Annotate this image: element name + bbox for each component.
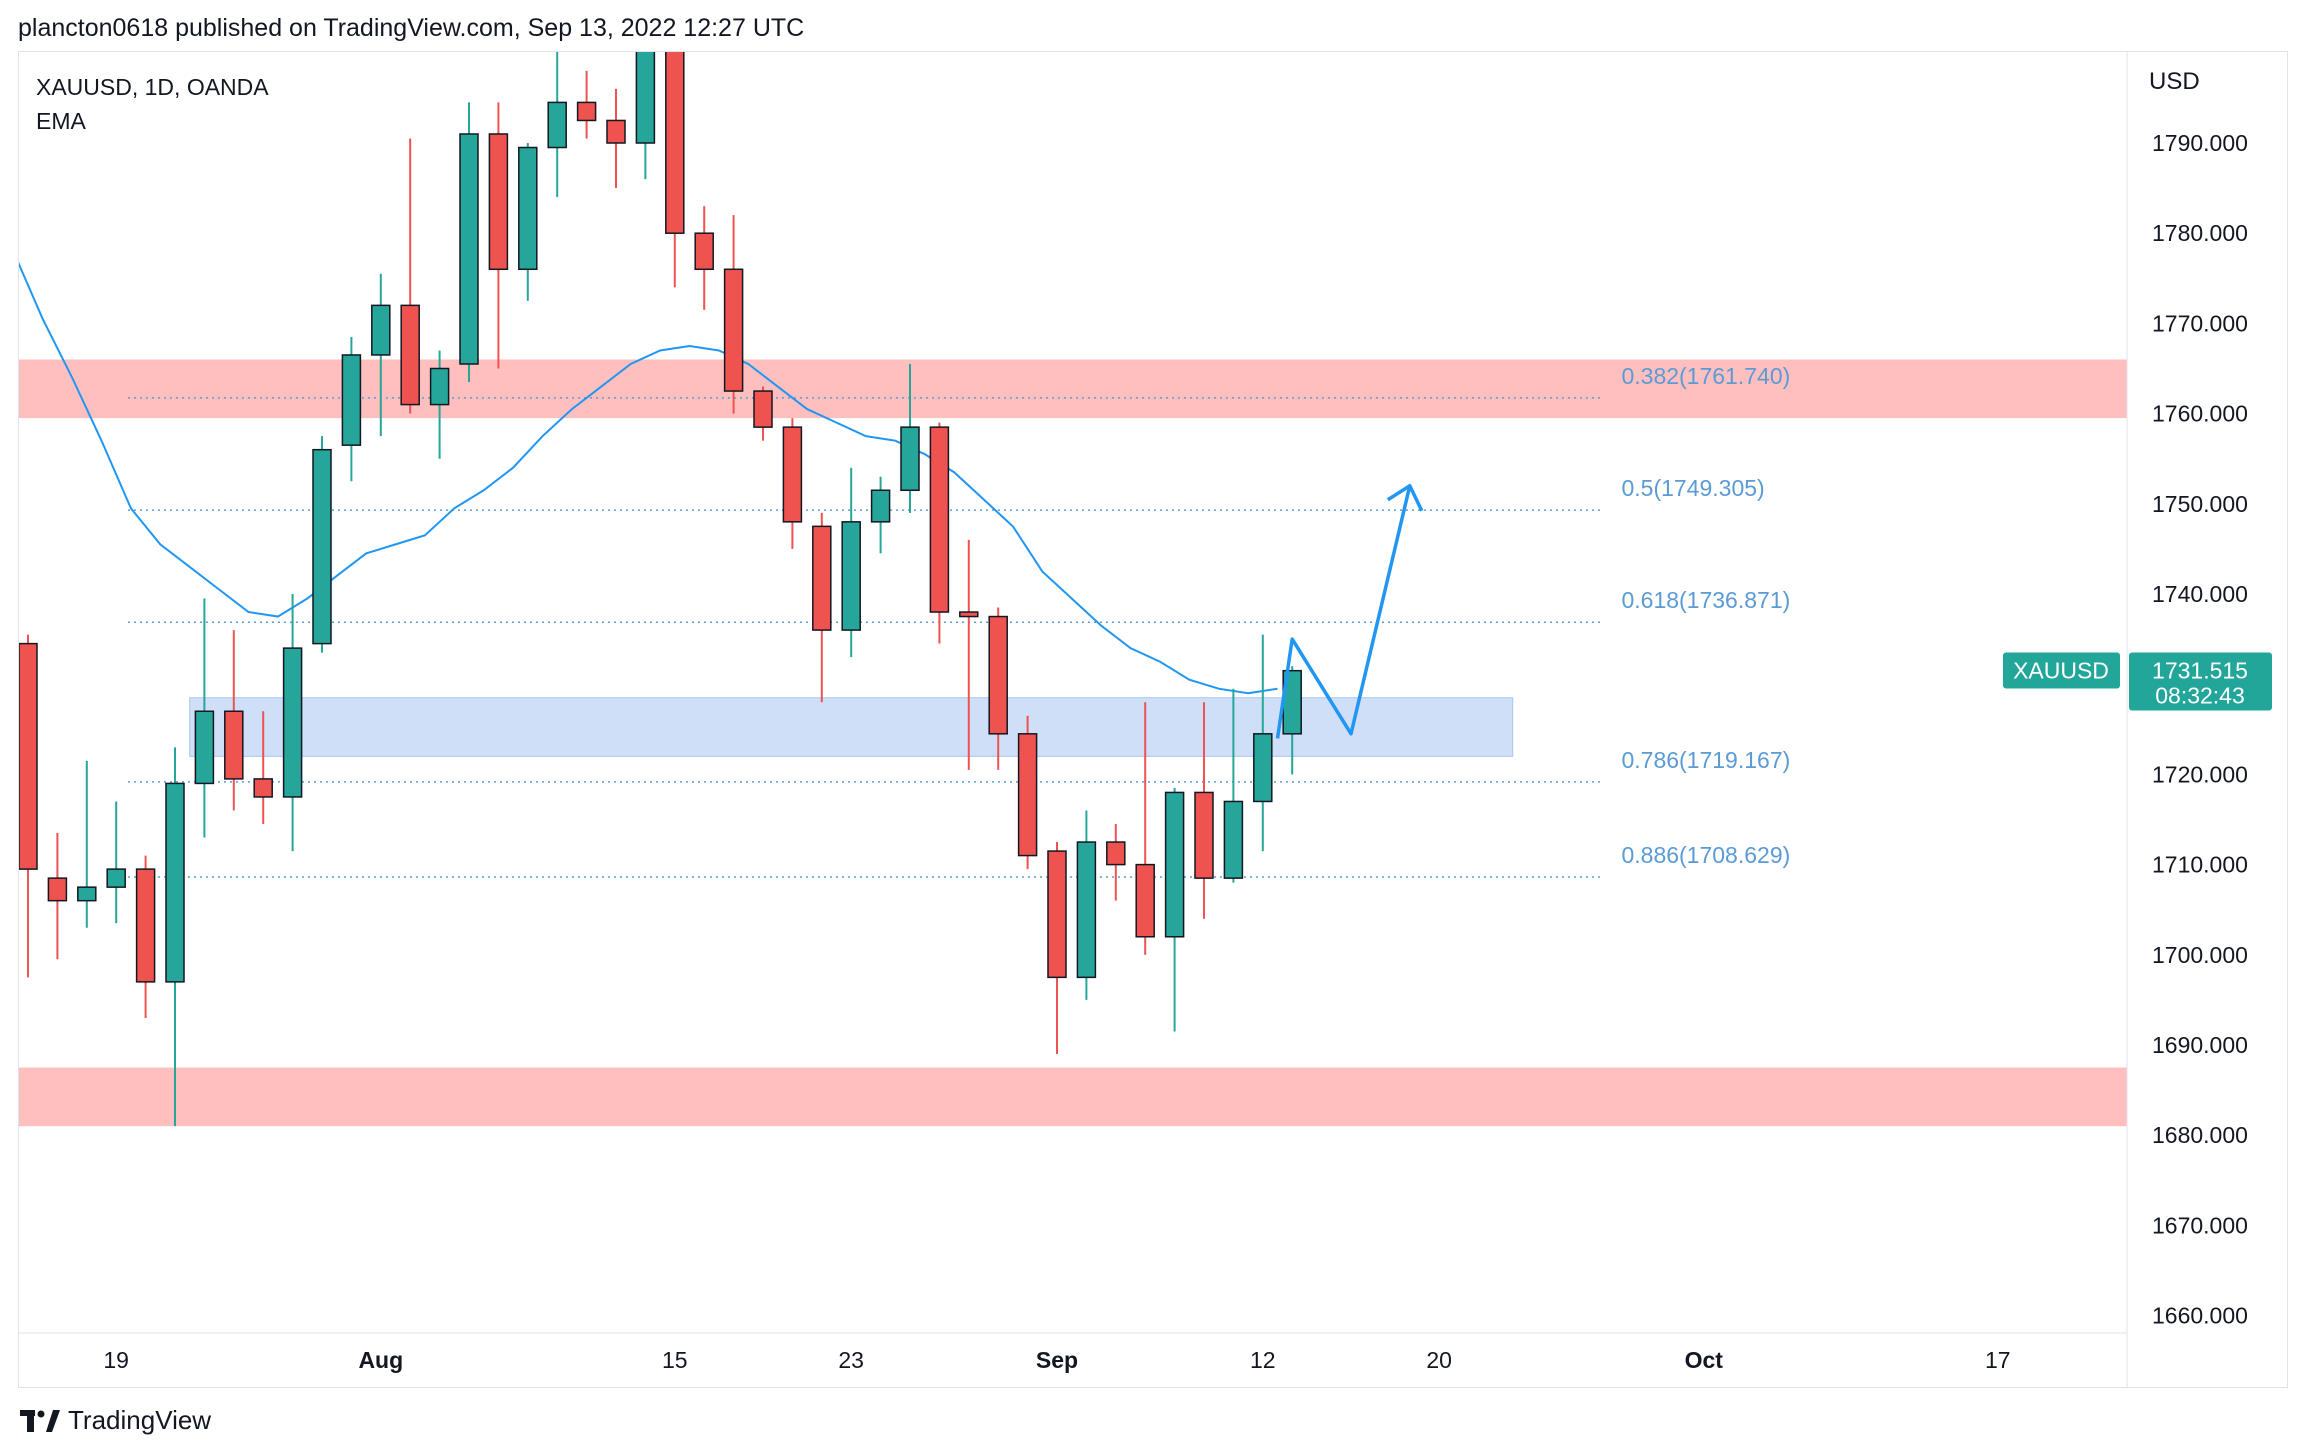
symbol-line: XAUUSD, 1D, OANDA	[36, 74, 269, 100]
y-tick-label: 1790.000	[2152, 130, 2248, 156]
candles-layer	[19, 52, 1302, 1127]
candle-body	[723, 268, 744, 392]
candle-body	[1047, 850, 1067, 979]
y-tick-label: 1750.000	[2152, 491, 2248, 517]
x-tick-label: 23	[838, 1347, 864, 1373]
candle-body	[1135, 863, 1155, 938]
candle-body	[253, 778, 273, 798]
candle-body	[19, 642, 38, 870]
y-tick-label: 1710.000	[2152, 852, 2248, 878]
candle-body	[106, 868, 126, 888]
y-tick-label: 1680.000	[2152, 1122, 2248, 1148]
ema-line	[19, 261, 1278, 695]
candle-body	[665, 52, 685, 234]
candle-body	[870, 489, 891, 523]
published-header: plancton0618 published on TradingView.co…	[18, 14, 805, 42]
price-tag	[2129, 652, 2272, 711]
bar-countdown: 08:32:43	[2155, 683, 2245, 709]
brand-name: TradingView	[68, 1405, 212, 1435]
x-tick-label: Sep	[1036, 1347, 1078, 1373]
projection-arrowhead	[1386, 484, 1424, 512]
x-tick-label: 20	[1426, 1347, 1452, 1373]
y-tick-label: 1690.000	[2152, 1032, 2248, 1058]
candle-body	[988, 615, 1008, 735]
fib-level-label: 0.786(1719.167)	[1621, 747, 1790, 773]
candle-body	[606, 119, 626, 144]
currency-label: USD	[2149, 68, 2200, 95]
x-tick-label: Aug	[358, 1347, 403, 1373]
chart-frame[interactable]	[18, 51, 2288, 1388]
red-zone	[19, 359, 2127, 419]
y-tick-label: 1720.000	[2152, 761, 2248, 787]
y-tick-label: 1660.000	[2152, 1303, 2248, 1329]
candle-body	[518, 146, 538, 271]
candle-body	[753, 390, 773, 428]
y-tick-label: 1700.000	[2152, 942, 2248, 968]
candle-body	[1223, 800, 1244, 879]
candle-body	[77, 886, 97, 902]
candle-body	[165, 782, 185, 983]
chart-legend: XAUUSD, 1D, OANDA EMA	[36, 70, 269, 138]
candle-body	[341, 354, 362, 446]
candle-body	[1076, 841, 1097, 979]
axis-layer: USD 1790.000 1780.000 1770.000 1760.000 1750.…	[19, 52, 2272, 1387]
symbol-tag-label: XAUUSD	[2013, 658, 2109, 684]
y-tick-label: 1760.000	[2152, 401, 2248, 427]
candle-body	[782, 426, 803, 523]
candle-body	[547, 101, 567, 149]
x-tick-label: 17	[1985, 1347, 2011, 1373]
candle-body	[47, 877, 68, 902]
x-tick-label: 19	[103, 1347, 129, 1373]
fib-level-label: 0.618(1736.871)	[1621, 587, 1790, 613]
y-tick-label: 1770.000	[2152, 310, 2248, 336]
zones-layer	[19, 359, 2127, 1127]
fib-level-label: 0.382(1761.740)	[1621, 363, 1790, 389]
candle-body	[959, 611, 979, 618]
x-tick-label: Oct	[1685, 1347, 1724, 1373]
candle-body	[1194, 791, 1214, 879]
indicator-label: EMA	[36, 108, 86, 134]
candle-body	[1017, 733, 1038, 857]
y-tick-label: 1780.000	[2152, 220, 2248, 246]
candle-body	[488, 133, 509, 271]
y-tick-label: 1740.000	[2152, 581, 2248, 607]
candle-body	[694, 232, 714, 271]
x-tick-label: 12	[1250, 1347, 1276, 1373]
candle-body	[194, 710, 215, 785]
candle-body	[135, 868, 156, 983]
candle-body	[1164, 791, 1185, 938]
candle-body	[1106, 841, 1126, 866]
candle-body	[224, 710, 244, 780]
candle-body	[429, 367, 450, 406]
current-price-value: 1731.515	[2152, 658, 2248, 684]
candle-body	[812, 525, 832, 631]
symbol-tag	[2003, 652, 2120, 689]
candle-body	[400, 304, 420, 406]
candle-body	[459, 133, 479, 365]
blue-zone	[189, 697, 1514, 757]
red-zone	[19, 1067, 2127, 1127]
candle-body	[312, 448, 332, 645]
fib-layer: 0.382(1761.740) 0.5(1749.305) 0.618(1736.8…	[127, 363, 1790, 878]
candle-body	[929, 426, 950, 613]
projection-layer	[1275, 484, 1424, 739]
candle-body	[576, 101, 597, 122]
ema-layer	[19, 261, 1278, 695]
candle-body	[282, 647, 303, 798]
fib-level-label: 0.886(1708.629)	[1621, 842, 1790, 868]
candle-body	[841, 521, 861, 631]
candle-body	[900, 426, 920, 492]
x-tick-label: 15	[662, 1347, 688, 1373]
footer-brand[interactable]: TradingView	[20, 1405, 211, 1436]
y-tick-label: 1670.000	[2152, 1212, 2248, 1238]
tradingview-logo-icon	[20, 1409, 60, 1432]
fib-level-label: 0.5(1749.305)	[1621, 475, 1764, 501]
projection-path	[1275, 485, 1412, 739]
candle-body	[635, 52, 656, 144]
candle-body	[371, 304, 391, 356]
candle-body	[1253, 733, 1273, 803]
